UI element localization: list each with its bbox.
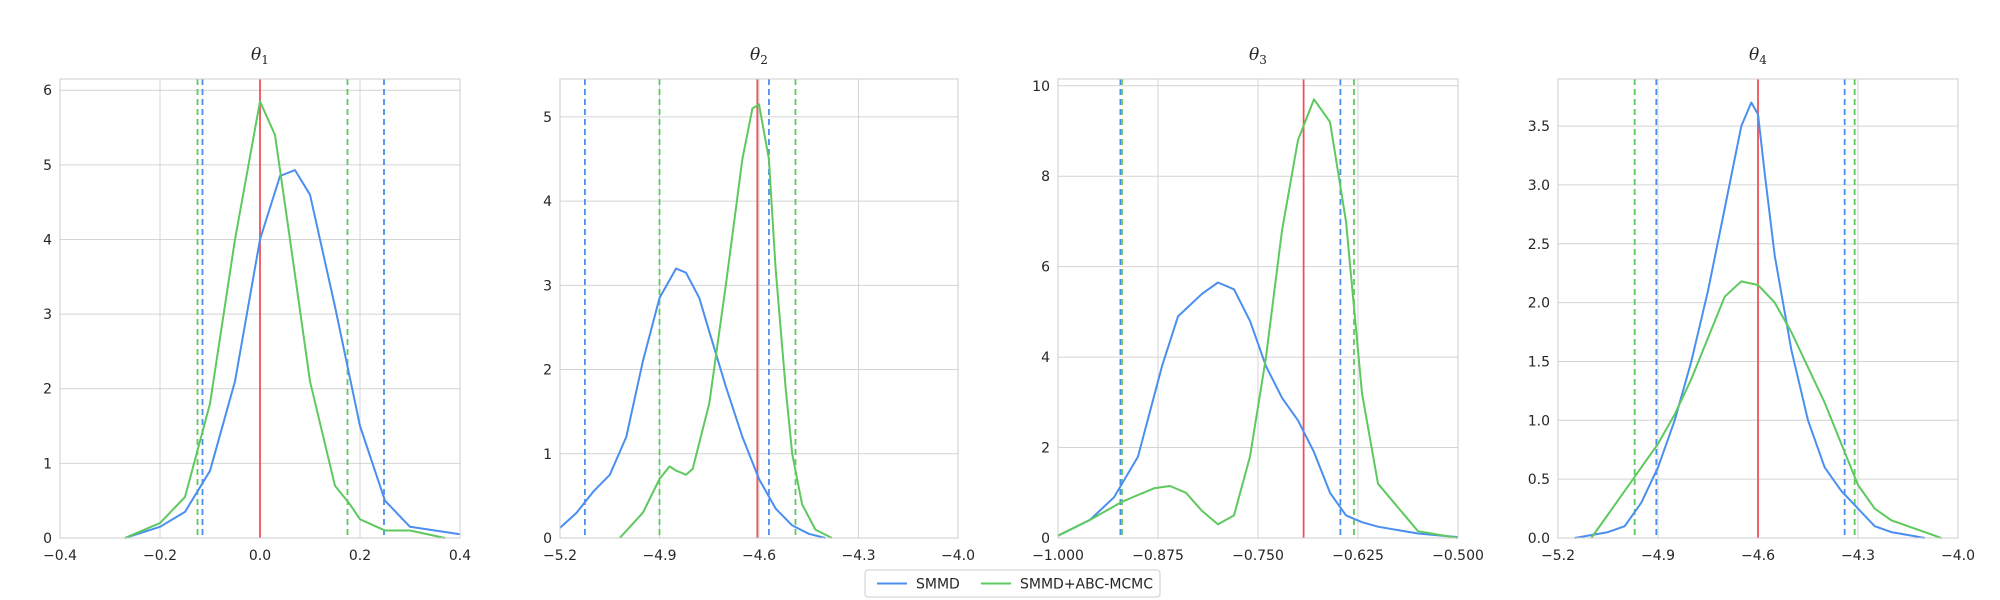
- x-tick-label: −0.750: [1232, 548, 1284, 564]
- y-tick-label: 4: [1041, 350, 1050, 366]
- panel-2: −5.2 −4.9 −4.6 −4.3 −4.0 0 1 2 3 4 5 θ2: [543, 45, 975, 564]
- y-tick-label: 1: [543, 447, 552, 463]
- x-tick-label: −0.500: [1432, 548, 1484, 564]
- y-tick-label: 6: [43, 83, 52, 99]
- x-tick-label: −0.625: [1332, 548, 1384, 564]
- y-tick-label: 2.5: [1528, 237, 1550, 253]
- x-tick-label: −0.2: [143, 548, 177, 564]
- y-tick-label: 0: [543, 531, 552, 547]
- plot-frame: [559, 78, 959, 539]
- x-tick-label: −5.2: [1541, 548, 1575, 564]
- panel-title: θ4: [1749, 45, 1767, 67]
- density-curve-smmd: [1574, 101, 1925, 539]
- x-tick-label: −1.000: [1032, 548, 1084, 564]
- y-tick-label: 1: [43, 456, 52, 472]
- panel-1: −0.4 −0.2 0.0 0.2 0.4 0 1 2 3 4 5 6 θ1: [43, 45, 471, 564]
- panel-4: −5.2 −4.9 −4.6 −4.3 −4.0 0.0 0.5 1.0 1.5 2.0 2.5 3.…: [1528, 45, 1975, 564]
- y-tick-label: 3.0: [1528, 178, 1550, 194]
- y-tick-label: 5: [43, 158, 52, 174]
- y-tick-label: 3: [543, 278, 552, 294]
- y-tick-label: 3.5: [1528, 119, 1550, 135]
- legend-label-abc: SMMD+ABC-MCMC: [1020, 577, 1153, 593]
- x-tick-label: −4.0: [1941, 548, 1975, 564]
- panel-title: θ3: [1249, 45, 1267, 67]
- y-tick-label: 0.0: [1528, 531, 1550, 547]
- y-tick-label: 2: [1041, 441, 1050, 457]
- y-tick-label: 6: [1041, 260, 1050, 276]
- x-tick-label: −4.9: [643, 548, 677, 564]
- panels: −0.4 −0.2 0.0 0.2 0.4 0 1 2 3 4 5 6 θ1 −5.2 −4.9 −4.6 −4…: [43, 45, 1975, 564]
- panel-title: θ1: [251, 45, 269, 67]
- legend: SMMD SMMD+ABC-MCMC: [864, 569, 1161, 598]
- x-tick-label: −0.4: [43, 548, 77, 564]
- x-tick-label: −0.875: [1132, 548, 1184, 564]
- x-tick-label: −4.0: [941, 548, 975, 564]
- x-tick-label: −4.6: [742, 548, 776, 564]
- x-tick-label: −4.9: [1641, 548, 1675, 564]
- y-tick-label: 8: [1041, 169, 1050, 185]
- x-tick-label: −5.2: [543, 548, 577, 564]
- y-tick-label: 0: [43, 531, 52, 547]
- y-tick-label: 0: [1041, 531, 1050, 547]
- panel-title: θ2: [750, 45, 768, 67]
- density-curve-abc: [1590, 280, 1942, 539]
- y-tick-label: 2.0: [1528, 296, 1550, 312]
- y-tick-label: 1.5: [1528, 354, 1550, 370]
- y-tick-label: 1.0: [1528, 413, 1550, 429]
- plot-frame: [1557, 78, 1959, 539]
- y-tick-label: 0.5: [1528, 472, 1550, 488]
- density-curve-smmd: [124, 169, 461, 539]
- density-curve-abc: [124, 100, 446, 539]
- y-tick-label: 3: [43, 307, 52, 323]
- y-tick-label: 10: [1032, 79, 1050, 95]
- x-tick-label: −4.3: [1841, 548, 1875, 564]
- x-tick-label: −4.3: [842, 548, 876, 564]
- y-tick-label: 4: [543, 194, 552, 210]
- y-tick-label: 5: [543, 110, 552, 126]
- density-curve-abc: [618, 103, 833, 539]
- density-curve-abc: [1057, 98, 1459, 539]
- x-tick-label: 0.0: [249, 548, 271, 564]
- panel-3: −1.000 −0.875 −0.750 −0.625 −0.500 0 2 4 6 8 10 θ3: [1032, 45, 1484, 564]
- plot-frame: [1057, 78, 1459, 539]
- plot-frame: [59, 78, 461, 539]
- density-curve-smmd: [1057, 281, 1459, 539]
- x-tick-label: −4.6: [1741, 548, 1775, 564]
- y-tick-label: 2: [543, 363, 552, 379]
- x-tick-label: 0.2: [349, 548, 371, 564]
- y-tick-label: 2: [43, 382, 52, 398]
- legend-frame: [864, 569, 1161, 598]
- x-tick-label: 0.4: [449, 548, 471, 564]
- legend-label-smmd: SMMD: [916, 577, 960, 593]
- density-curve-smmd: [559, 267, 826, 539]
- y-tick-label: 4: [43, 232, 52, 248]
